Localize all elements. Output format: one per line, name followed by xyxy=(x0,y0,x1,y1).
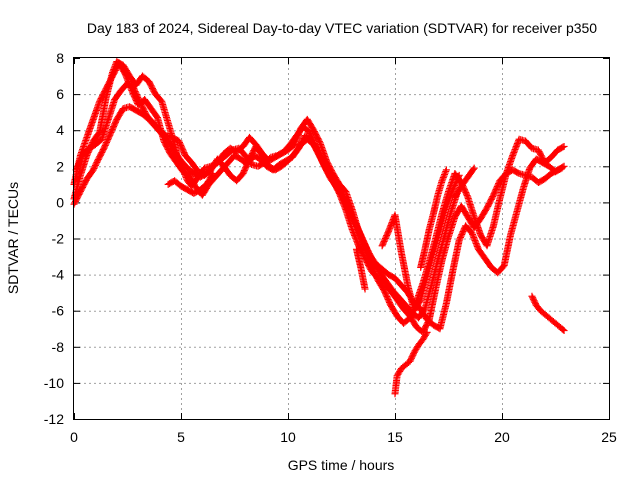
data-point xyxy=(439,174,447,182)
data-point xyxy=(559,143,567,151)
data-point xyxy=(409,351,417,359)
data-point xyxy=(89,166,97,174)
data-point xyxy=(361,285,369,293)
y-tick-label: 6 xyxy=(56,86,64,102)
x-tick-label: 15 xyxy=(387,429,403,445)
x-tick-label: 25 xyxy=(601,429,617,445)
data-point xyxy=(470,164,478,172)
y-tick-label: 8 xyxy=(56,50,64,66)
data-point xyxy=(407,356,415,364)
data-point xyxy=(410,350,418,358)
data-point xyxy=(559,163,567,171)
y-tick-label: 4 xyxy=(56,122,64,138)
y-tick-label: -2 xyxy=(52,231,65,247)
data-point xyxy=(559,326,567,334)
y-tick-label: -8 xyxy=(52,339,65,355)
data-point xyxy=(560,162,568,170)
data-point xyxy=(406,357,414,365)
data-point xyxy=(529,294,537,302)
x-axis-label: GPS time / hours xyxy=(288,457,395,473)
data-point xyxy=(438,177,446,185)
data-point xyxy=(531,298,539,306)
y-tick-label: -4 xyxy=(52,267,65,283)
data-point xyxy=(91,163,99,171)
y-tick-label: -10 xyxy=(44,375,64,391)
x-tick-label: 5 xyxy=(177,429,185,445)
data-point xyxy=(560,327,568,335)
data-point xyxy=(440,172,448,180)
data-point xyxy=(90,164,98,172)
data-point xyxy=(422,330,430,338)
x-tick-label: 10 xyxy=(280,429,296,445)
y-tick-label: 2 xyxy=(56,158,64,174)
data-point xyxy=(560,142,568,150)
data-point xyxy=(463,192,471,200)
data-point xyxy=(528,292,536,300)
data-point xyxy=(441,171,449,179)
y-tick-label: -6 xyxy=(52,303,65,319)
data-point xyxy=(529,295,537,303)
plot-frame xyxy=(73,57,610,420)
x-tick-label: 20 xyxy=(494,429,510,445)
data-point xyxy=(442,167,450,175)
data-point xyxy=(91,161,99,169)
chart-title: Day 183 of 2024, Sidereal Day-to-day VTE… xyxy=(87,20,597,36)
data-point xyxy=(208,171,216,179)
data-point xyxy=(408,353,416,361)
data-point xyxy=(439,175,447,183)
data-point xyxy=(407,354,415,362)
data-point xyxy=(209,170,217,178)
y-axis-label: SDTVAR / TECUs xyxy=(5,182,21,294)
data-point xyxy=(441,169,449,177)
y-tick-label: 0 xyxy=(56,194,64,210)
data-points xyxy=(70,58,568,398)
data-point xyxy=(530,297,538,305)
data-point xyxy=(423,328,431,336)
data-point xyxy=(92,160,100,168)
y-tick-label: -12 xyxy=(44,411,64,427)
data-point xyxy=(469,165,477,173)
data-point xyxy=(442,166,450,174)
data-point xyxy=(455,171,463,179)
x-tick-label: 0 xyxy=(70,429,78,445)
data-point xyxy=(425,317,433,325)
data-point xyxy=(455,173,463,181)
